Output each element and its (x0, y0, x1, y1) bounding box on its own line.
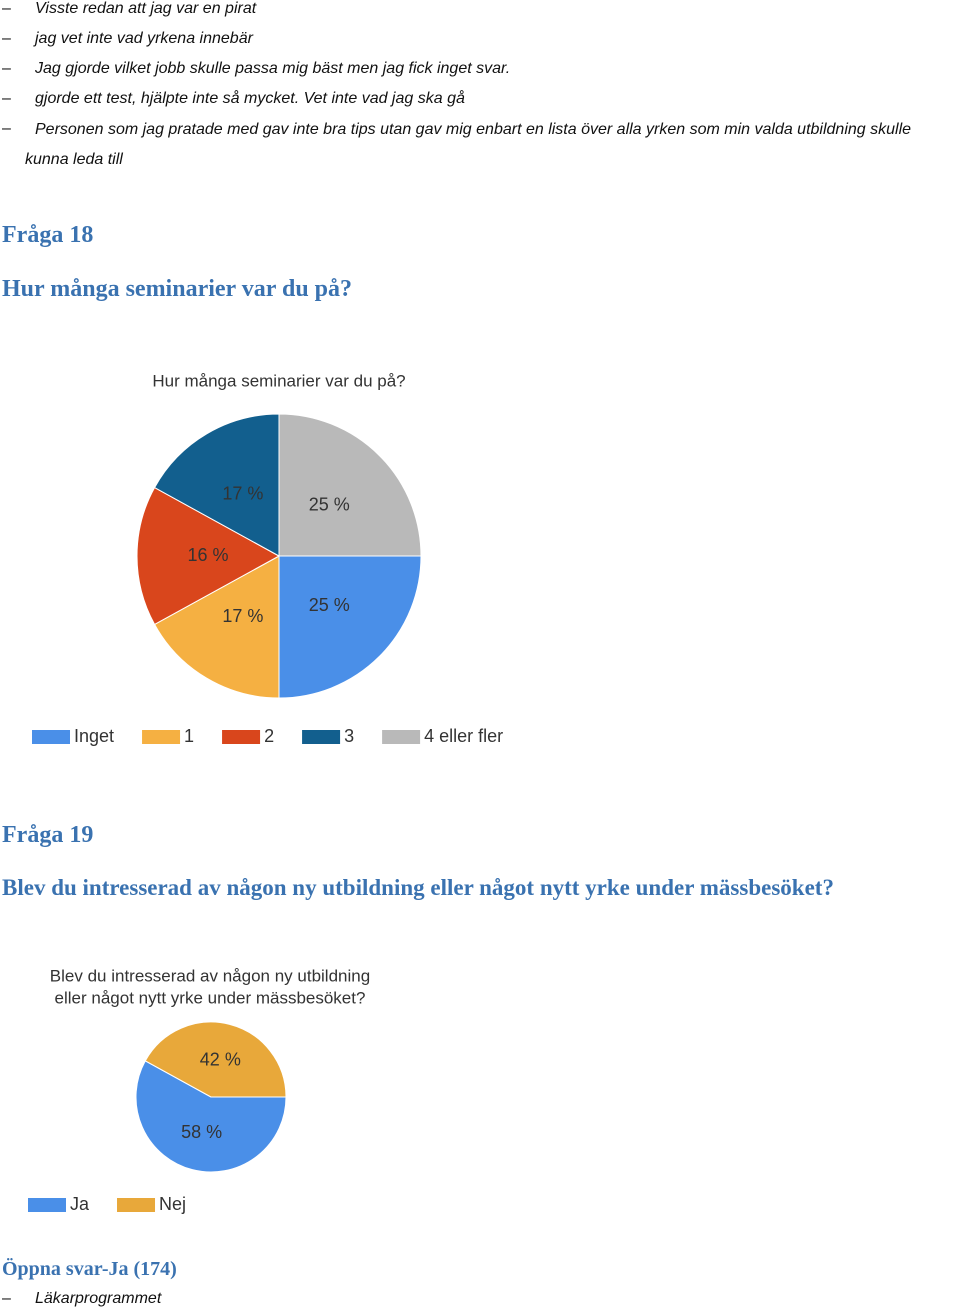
bullet: gjorde ett test, hjälpte inte så mycket.… (35, 90, 465, 107)
pie-slice (278, 555, 422, 699)
legend-label: 1 (184, 726, 194, 746)
bullet: Personen som jag pratade med gav inte br… (25, 121, 912, 168)
data-label: 17 % (222, 484, 263, 504)
legend-swatch (302, 730, 341, 744)
data-label: 58 % (181, 1122, 222, 1142)
data-label: 42 % (200, 1049, 241, 1069)
chart-title: eller något nytt yrke under mässbesöket? (55, 988, 366, 1007)
legend-label: 2 (264, 726, 274, 746)
bullet: Jag gjorde vilket jobb skulle passa mig … (35, 60, 511, 77)
data-label: 17 % (222, 606, 263, 626)
pie-chart: Blev du intresserad av någon ny utbildni… (28, 966, 370, 1214)
dash: – (2, 90, 11, 107)
legend-label: 4 eller fler (424, 726, 503, 746)
data-label: 25 % (309, 495, 350, 515)
legend-swatch (117, 1198, 156, 1212)
bullet: jag vet inte vad yrkena innebär (35, 30, 253, 47)
question: Hur många seminarier var du på? (2, 276, 353, 302)
bullet: Läkarprogrammet (35, 1290, 162, 1307)
pie-slice (153, 555, 280, 699)
legend-label: 3 (344, 726, 354, 746)
legend-swatch (142, 730, 181, 744)
legend-label: Ja (70, 1194, 90, 1214)
question: Blev du intresserad av någon ny utbildni… (2, 875, 834, 900)
pie-slice (153, 413, 280, 557)
heading: Fråga 19 (2, 822, 94, 848)
dash: – (2, 0, 11, 17)
legend-swatch (32, 730, 70, 744)
legend-swatch (222, 730, 261, 744)
pie-slice (136, 486, 281, 626)
legend-label: Nej (159, 1194, 186, 1214)
heading: Fråga 18 (2, 222, 94, 248)
pie-chart: Hur många seminarier var du på? 25 % 17 % 1… (32, 371, 503, 746)
legend-label: Inget (74, 726, 114, 746)
dash: – (2, 1290, 11, 1307)
pie-slice (144, 1021, 287, 1098)
dash: – (2, 60, 11, 77)
data-label: 16 % (187, 545, 228, 565)
data-label: 25 % (309, 595, 350, 615)
dash: – (2, 120, 11, 137)
bullet: Visste redan att jag var en pirat (35, 0, 257, 17)
legend-swatch (382, 730, 421, 744)
dash: – (2, 30, 11, 47)
legend-swatch (28, 1198, 66, 1212)
chart-title: Hur många seminarier var du på? (152, 371, 405, 390)
pie-slice (135, 1060, 287, 1173)
pie-slice (278, 413, 422, 557)
chart-title: Blev du intresserad av någon ny utbildni… (50, 966, 370, 985)
heading: Öppna svar-Ja (174) (2, 1258, 177, 1280)
